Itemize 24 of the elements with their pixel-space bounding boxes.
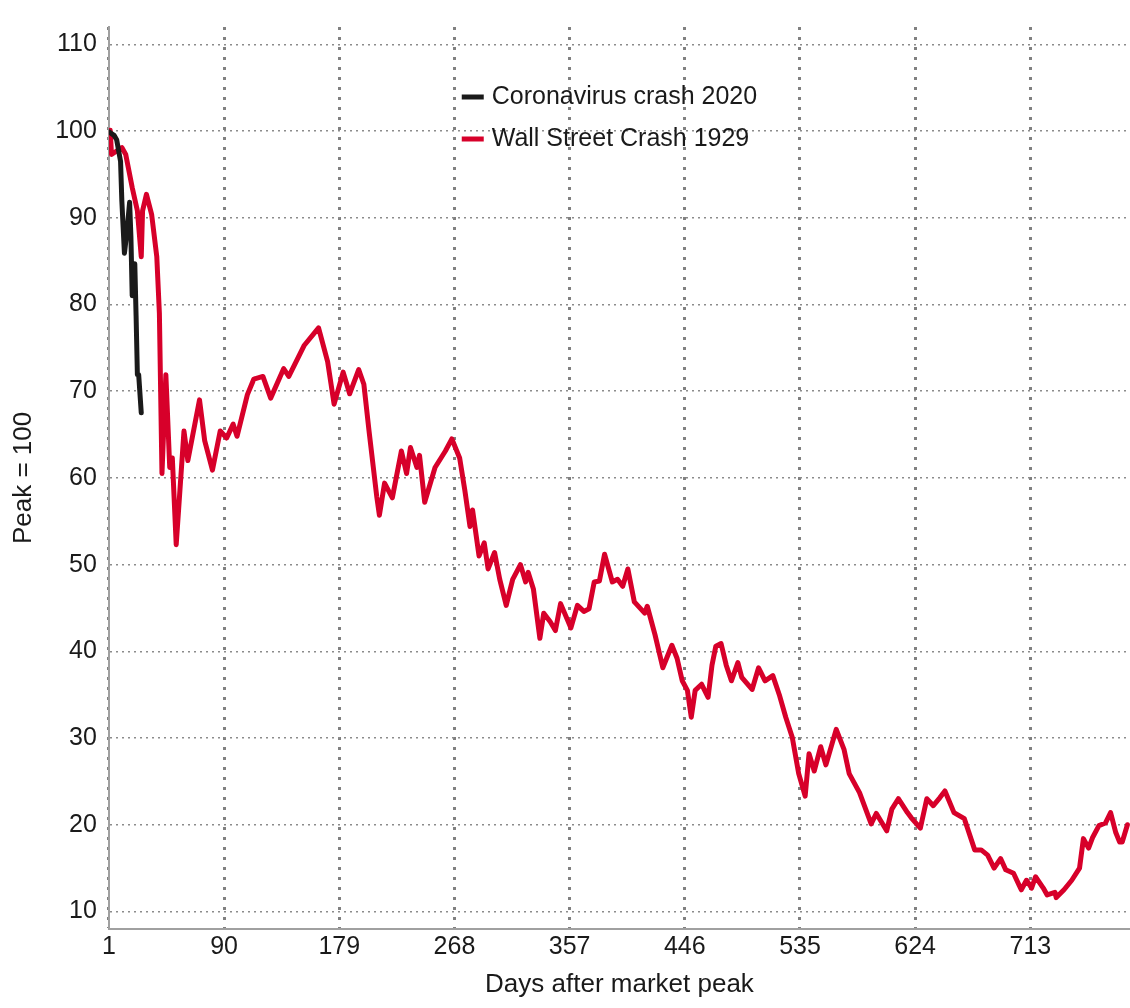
x-tick-label: 446	[663, 930, 706, 959]
x-tick-label: 90	[210, 930, 238, 959]
x-tick-label: 713	[1009, 930, 1052, 959]
x-tick-label: 624	[894, 930, 937, 959]
y-tick-label: 100	[55, 114, 97, 143]
y-tick-label: 20	[69, 808, 97, 837]
x-tick-label: 268	[433, 930, 476, 959]
x-tick-label: 535	[779, 930, 821, 959]
y-tick-label: 70	[69, 375, 97, 404]
y-tick-label: 30	[69, 721, 97, 750]
y-tick-label: 80	[69, 288, 97, 317]
y-tick-label: 50	[69, 548, 97, 577]
y-tick-label: 110	[57, 28, 97, 57]
y-tick-label: 40	[69, 635, 97, 664]
x-tick-label: 1	[101, 930, 116, 959]
y-tick-label: 90	[69, 201, 97, 230]
legend-label: Wall Street Crash 1929	[491, 122, 750, 151]
x-axis-title: Days after market peak	[485, 967, 755, 998]
legend-label: Coronavirus crash 2020	[491, 80, 758, 109]
y-axis-title: Peak = 100	[6, 411, 37, 545]
x-tick-label: 179	[318, 930, 361, 959]
y-tick-label: 60	[69, 461, 97, 490]
x-tick-label: 357	[548, 930, 591, 959]
y-tick-label: 10	[69, 895, 97, 924]
